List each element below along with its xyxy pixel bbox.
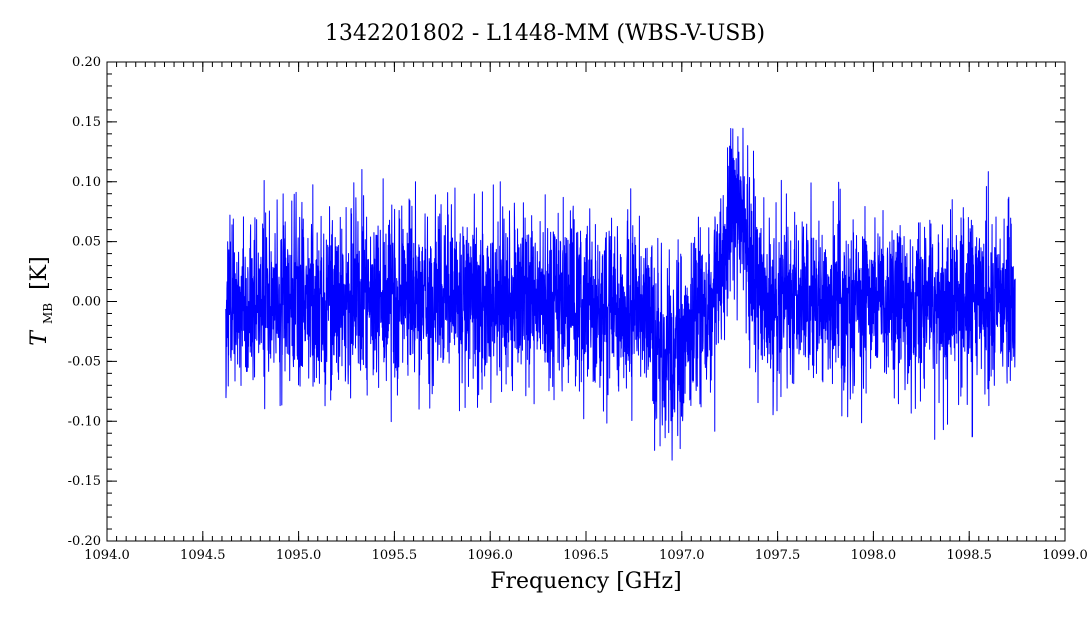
spectrum-series xyxy=(225,127,1016,461)
y-axis-label: T MB [K] xyxy=(27,256,58,345)
x-tick-label: 1096.0 xyxy=(467,548,513,563)
y-axis: -0.20 -0.15 -0.10 -0.05 0.00 0.05 0.10 0.15 0.20 xyxy=(68,55,1065,549)
x-tick-label: 1095.0 xyxy=(276,548,322,563)
y-tick-label: -0.20 xyxy=(68,534,101,549)
y-tick-label: -0.05 xyxy=(68,354,101,369)
y-tick-label: 0.00 xyxy=(72,295,101,310)
svg-text:T MB [K]: T MB [K] xyxy=(27,256,58,345)
x-axis: 1094.0 1094.5 1095.0 1095.5 1096.0 1096.5 1097… xyxy=(84,62,1088,563)
x-axis-label: Frequency [GHz] xyxy=(490,569,682,594)
x-tick-label: 1097.0 xyxy=(659,548,705,563)
y-tick-label: 0.20 xyxy=(72,55,101,70)
x-tick-label: 1096.5 xyxy=(563,548,609,563)
x-tick-label: 1098.0 xyxy=(851,548,897,563)
spectrum-line xyxy=(225,127,1016,461)
x-tick-label: 1097.5 xyxy=(755,548,801,563)
plot-area xyxy=(106,61,1066,542)
x-tick-label: 1095.5 xyxy=(372,548,418,563)
y-tick-label: 0.05 xyxy=(72,235,101,250)
x-tick-label: 1099.0 xyxy=(1042,548,1088,563)
y-axis-label-subscript: MB xyxy=(41,303,55,324)
chart-title: 1342201802 - L1448-MM (WBS-V-USB) xyxy=(325,21,765,46)
y-axis-label-symbol: T xyxy=(27,329,52,346)
y-tick-label: -0.15 xyxy=(68,474,101,489)
y-tick-label: -0.10 xyxy=(68,414,101,429)
x-tick-label: 1098.5 xyxy=(946,548,992,563)
y-tick-label: 0.15 xyxy=(72,115,101,130)
x-tick-label: 1094.0 xyxy=(84,548,130,563)
y-tick-label: 0.10 xyxy=(72,175,101,190)
x-tick-label: 1094.5 xyxy=(180,548,226,563)
y-axis-label-unit: [K] xyxy=(27,256,52,290)
